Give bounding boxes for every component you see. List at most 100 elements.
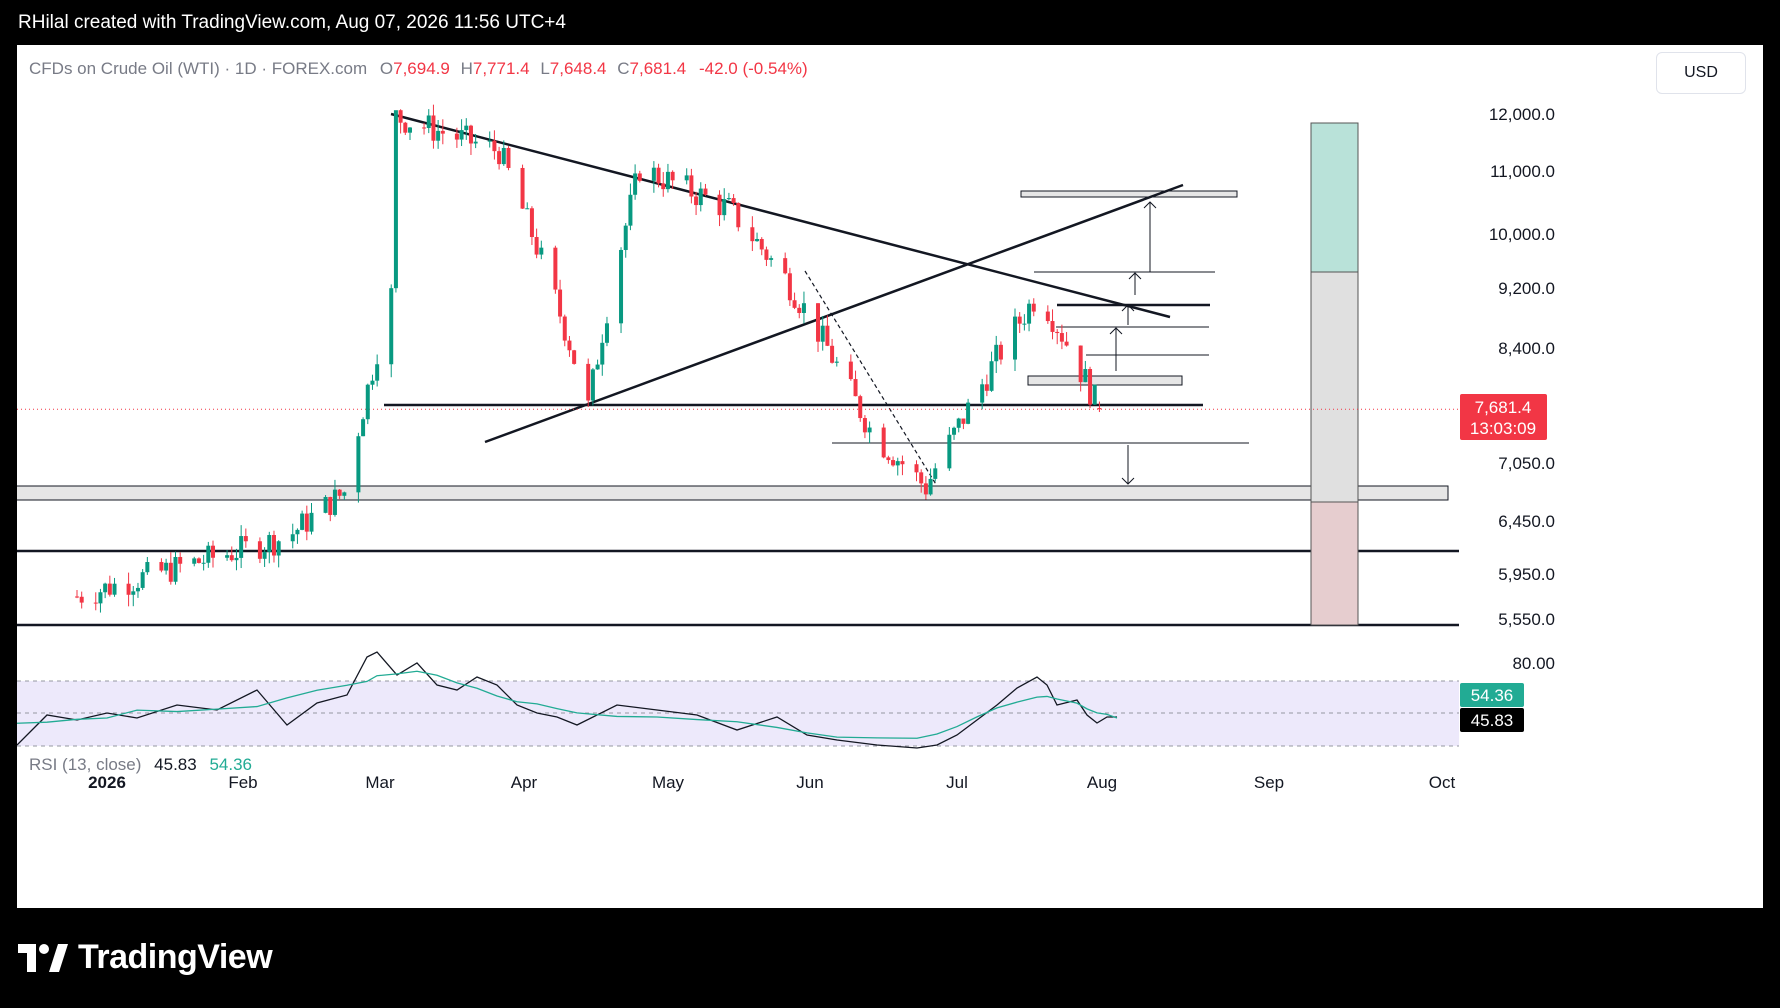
rsi-legend: RSI (13, close) 45.83 54.36 (29, 755, 252, 775)
candle-body (689, 175, 694, 197)
time-axis-label: 2026 (88, 773, 126, 792)
candle-body (595, 364, 600, 370)
rsi-axis-label: 80.00 (1512, 654, 1555, 673)
candle-body (891, 460, 896, 466)
candle-body (1013, 316, 1017, 360)
candle-body (192, 558, 197, 564)
candle-body (464, 125, 469, 131)
candle-body (825, 325, 830, 346)
time-axis-label: Apr (511, 773, 538, 792)
candle-body (473, 141, 478, 144)
candle-body (234, 557, 239, 561)
candle-body (332, 489, 337, 515)
candle-body (426, 115, 431, 129)
price-axis-label: 10,000.0 (1489, 225, 1555, 244)
last-price-value: 7,681.4 (1475, 398, 1532, 417)
projection-arrowhead-2 (1128, 272, 1142, 280)
candle-body (731, 198, 736, 203)
target-profit-zone (1310, 122, 1359, 273)
candle-body (290, 534, 295, 542)
candle-body (239, 536, 244, 558)
candle-body (1045, 311, 1050, 322)
candle-body (661, 183, 666, 190)
candle-body (923, 483, 928, 495)
price-axis-label: 9,200.0 (1498, 279, 1555, 298)
candle-body (206, 545, 211, 563)
candle-body (131, 591, 136, 595)
high-label: H (460, 59, 473, 78)
candle-body (276, 541, 281, 556)
candle-body (1092, 384, 1097, 405)
candle-body (534, 237, 539, 255)
candle-body (881, 427, 886, 458)
candle-body (567, 340, 572, 351)
candle-body (370, 380, 375, 385)
candle-body (342, 492, 347, 496)
candle-body (886, 457, 891, 461)
projection-arrowhead-5 (1121, 477, 1135, 485)
candle-body (422, 127, 427, 129)
candle-body (830, 345, 835, 363)
candle-body (919, 472, 924, 484)
candle-body (159, 562, 164, 571)
chart-panel[interactable]: 12,000.0 11,000.0 10,000.0 9,200.0 8,400.0 7,… (17, 45, 1763, 908)
candle-body (980, 384, 985, 403)
candle-body (783, 258, 788, 274)
projection-arrowhead-4 (1109, 327, 1123, 335)
dashed-path (804, 270, 938, 487)
candle-body (966, 402, 971, 424)
candle-body (684, 175, 689, 181)
candle-body (459, 130, 464, 140)
candle-body (694, 196, 699, 206)
target-zone-box (1020, 190, 1238, 198)
candle-body (431, 115, 436, 141)
resistance-zone-box (1027, 375, 1183, 386)
candle-body (243, 536, 248, 542)
candle-body (651, 167, 656, 181)
candle-body (201, 562, 206, 564)
candle-body (295, 529, 300, 535)
countdown-timer: 13:03:09 (1470, 419, 1536, 438)
candle-body (703, 188, 708, 195)
candle-body (726, 198, 731, 200)
candle-body (468, 125, 473, 144)
rsi-value-tag (1460, 708, 1524, 732)
candle-body (1017, 316, 1022, 324)
candle-body (858, 396, 863, 419)
candle-body (107, 583, 112, 595)
candle-body (361, 419, 366, 437)
candle-body (356, 436, 361, 493)
tradingview-logo[interactable]: TradingView (18, 938, 273, 977)
close-label: C (617, 59, 630, 78)
candle-body (309, 512, 314, 532)
candle-body (717, 194, 722, 216)
candle-body (722, 199, 727, 216)
candle-body (637, 173, 642, 181)
currency-button[interactable]: USD (1656, 52, 1746, 94)
candle-body (656, 167, 661, 184)
candle-body (93, 602, 98, 604)
price-axis-label: 8,400.0 (1498, 339, 1555, 358)
candle-body (665, 171, 670, 190)
candle-body (164, 562, 169, 571)
candle-body (168, 562, 173, 582)
candle-body (914, 464, 919, 473)
candle-body (759, 239, 764, 250)
candle-body (506, 147, 511, 168)
candle-body (436, 130, 441, 141)
price-axis-label: 5,950.0 (1498, 565, 1555, 584)
price-axis-label: 5,550.0 (1498, 610, 1555, 629)
time-axis-label: Jul (946, 773, 968, 792)
candle-body (211, 545, 216, 558)
chart-canvas[interactable]: 12,000.0 11,000.0 10,000.0 9,200.0 8,400.0 7,… (17, 45, 1763, 908)
candle-body (600, 342, 605, 365)
candle-body (1097, 408, 1102, 410)
candle-body (994, 344, 999, 362)
candle-body (487, 140, 492, 142)
candle-body (501, 147, 506, 165)
candle-body (900, 461, 905, 465)
candle-body (1059, 333, 1064, 342)
support-zone-box (17, 485, 1449, 501)
time-axis-label: Oct (1429, 773, 1456, 792)
price-axis-label: 6,450.0 (1498, 512, 1555, 531)
